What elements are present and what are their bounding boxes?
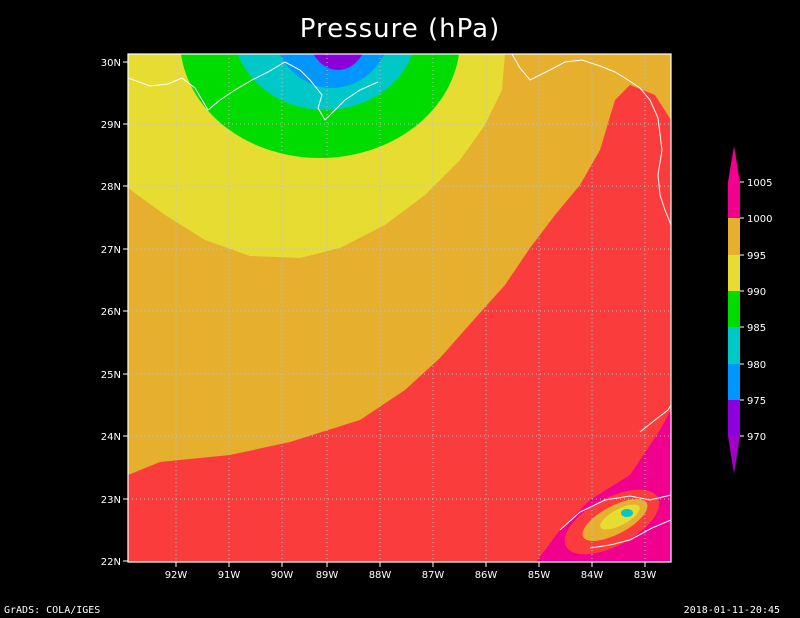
contour-970-975: [313, 54, 363, 70]
lat-tick-label: 25N: [101, 370, 121, 381]
footer-timestamp: 2018-01-11-20:45: [683, 605, 780, 616]
lon-tick-label: 92W: [165, 570, 188, 581]
lon-tick-label: 88W: [369, 570, 392, 581]
colorbar-label: 990: [747, 287, 766, 298]
colorbar-label: 995: [747, 251, 766, 262]
lon-tick-label: 85W: [528, 570, 551, 581]
lat-tick-label: 24N: [101, 432, 121, 443]
lon-tick-label: 83W: [634, 570, 657, 581]
footer-credit: GrADS: COLA/IGES: [4, 605, 101, 616]
colorbar-label: 1000: [747, 214, 772, 225]
colorbar-swatch: [728, 400, 740, 436]
lon-tick-label: 90W: [271, 570, 294, 581]
lon-tick-label: 91W: [218, 570, 241, 581]
lat-tick-label: 27N: [101, 245, 121, 256]
colorbar-swatch: [728, 327, 740, 364]
colorbar-top-arrow: [728, 146, 740, 182]
lon-tick-label: 87W: [422, 570, 445, 581]
lat-tick-label: 22N: [101, 557, 121, 568]
colorbar-swatch: [728, 364, 740, 400]
colorbar-swatch: [728, 255, 740, 291]
colorbar-label: 970: [747, 432, 766, 443]
colorbar-swatch: [728, 218, 740, 255]
colorbar-label: 985: [747, 323, 766, 334]
lon-tick-label: 89W: [316, 570, 339, 581]
lon-tick-label: 86W: [475, 570, 498, 581]
plot-frame: [127, 53, 672, 563]
contour-975-980: [279, 54, 385, 88]
colorbar-ticks: [740, 181, 744, 437]
grid-lines: [128, 54, 671, 562]
contour-blob-980: [621, 509, 633, 517]
colorbar-label: 980: [747, 360, 766, 371]
lat-tick-label: 23N: [101, 495, 121, 506]
contour-1000-1005: [128, 85, 671, 562]
colorbar-swatch: [728, 291, 740, 327]
lat-tick-label: 26N: [101, 307, 121, 318]
lon-tick-label: 84W: [581, 570, 604, 581]
colorbar-swatch: [728, 182, 740, 218]
lat-tick-label: 29N: [101, 120, 121, 131]
tick-marks: [123, 61, 646, 567]
map-title: Pressure (hPa): [299, 14, 501, 44]
colorbar-label: 1005: [747, 178, 772, 189]
lat-tick-label: 28N: [101, 182, 121, 193]
coastlines: [128, 54, 671, 549]
colorbar: 1005 1000 995 990 985 980 975 970: [728, 146, 772, 474]
pressure-field: [128, 54, 671, 562]
lat-tick-label: 30N: [101, 58, 121, 69]
colorbar-label: 975: [747, 396, 766, 407]
colorbar-bottom-arrow: [728, 436, 740, 474]
